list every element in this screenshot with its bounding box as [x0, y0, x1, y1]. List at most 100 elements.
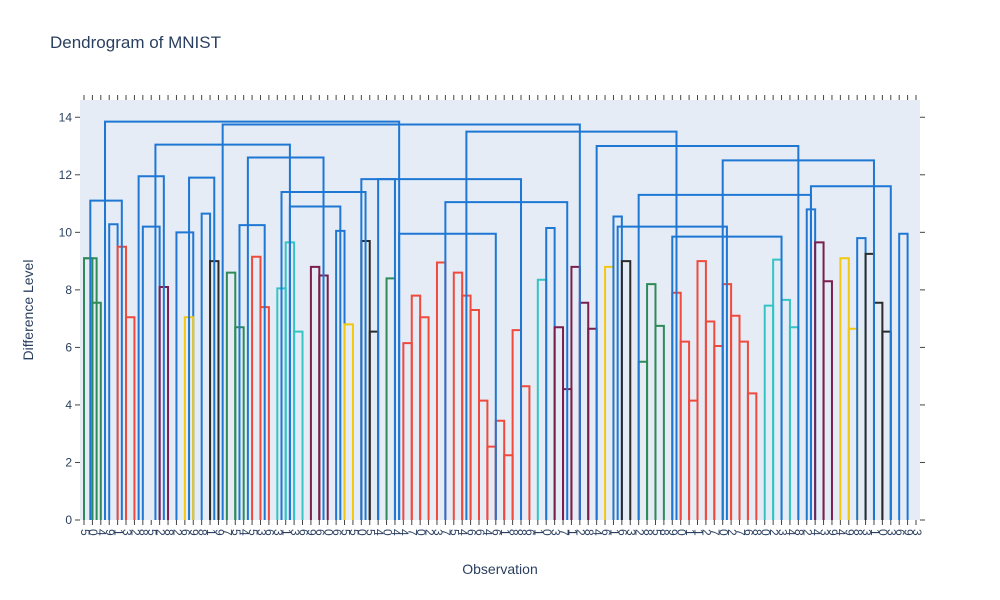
leaf-label: 3 [624, 529, 638, 536]
leaf-label: 9 [843, 529, 857, 536]
leaf-label: 6 [616, 529, 630, 536]
leaf-label: 1 [691, 529, 705, 536]
cluster-link [898, 232, 909, 520]
leaf-label: 3 [548, 529, 562, 536]
leaf-label: 6 [296, 529, 310, 536]
leaf-label: 6 [330, 529, 344, 536]
leaf-label: 8 [162, 529, 176, 536]
leaf-label: 7 [439, 529, 453, 536]
leaf-label: 0 [380, 529, 394, 536]
leaf-label: 3 [120, 529, 134, 536]
y-axis-title: Difference Level [20, 260, 36, 361]
leaf-label: 0 [717, 529, 731, 536]
cluster-link [654, 324, 665, 520]
upper-link [595, 145, 800, 520]
leaf-label: 6 [473, 529, 487, 536]
leaf-label: 1 [683, 529, 697, 536]
leaf-label: 3 [271, 529, 285, 536]
leaf-label: 8 [195, 529, 209, 536]
leaf-label: 4 [834, 529, 848, 536]
cluster-link [822, 280, 833, 520]
cluster-link [125, 316, 136, 520]
dendrogram-links [83, 120, 909, 520]
leaf-label: 2 [801, 529, 815, 536]
y-tick-label: 6 [65, 340, 72, 354]
y-tick-label: 12 [59, 168, 73, 182]
leaf-label: 7 [733, 529, 747, 536]
upper-link [465, 130, 678, 520]
leaf-label: 2 [170, 529, 184, 536]
x-axis-title: Observation [462, 561, 537, 577]
leaf-label: 2 [128, 529, 142, 536]
upper-link [221, 123, 581, 520]
leaf-label: 3 [885, 529, 899, 536]
y-tick-label: 2 [65, 455, 72, 469]
upper-link [188, 176, 216, 520]
leaf-label: 1 [111, 529, 125, 536]
leaf-labels: 5049132852826981975453631369606550540447… [78, 529, 924, 536]
leaf-label: 7 [557, 529, 571, 536]
leaf-label: 3 [288, 529, 302, 536]
leaf-label: 8 [137, 529, 151, 536]
leaf-label: 0 [322, 529, 336, 536]
upper-link [137, 175, 165, 520]
leaf-label: 5 [78, 529, 92, 536]
leaf-label: 2 [574, 529, 588, 536]
y-tick-label: 8 [65, 283, 72, 297]
y-tick-label: 14 [59, 110, 73, 124]
leaf-label: 1 [607, 529, 621, 536]
leaf-label: 3 [859, 529, 873, 536]
leaf-label: 0 [414, 529, 428, 536]
leaf-label: 0 [876, 529, 890, 536]
leaf-label: 9 [901, 529, 915, 536]
y-tick-label: 10 [59, 225, 73, 239]
leaf-label: 8 [658, 529, 672, 536]
leaf-label: 5 [246, 529, 260, 536]
leaf-label: 2 [422, 529, 436, 536]
leaf-label: 8 [851, 529, 865, 536]
leaf-label: 5 [347, 529, 361, 536]
leaf-label: 3 [817, 529, 831, 536]
leaf-label: 0 [355, 529, 369, 536]
leaf-label: 5 [364, 529, 378, 536]
leaf-label: 2 [700, 529, 714, 536]
leaf-label: 2 [767, 529, 781, 536]
leaf-label: 7 [708, 529, 722, 536]
leaf-label: 0 [675, 529, 689, 536]
leaf-label: 1 [868, 529, 882, 536]
leaf-label: 4 [372, 529, 386, 536]
leaf-label: 3 [431, 529, 445, 536]
leaf-label: 2 [153, 529, 167, 536]
leaf-label: 6 [523, 529, 537, 536]
leaf-label: 9 [187, 529, 201, 536]
leaf-label: 1 [280, 529, 294, 536]
leaf-label: 9 [212, 529, 226, 536]
y-axis: 0 2 4 6 8 10 12 14 [59, 110, 925, 527]
leaf-label: 9 [305, 529, 319, 536]
x-axis [83, 95, 917, 525]
cluster-link [419, 316, 430, 520]
leaf-label: 4 [784, 529, 798, 536]
leaf-label: 6 [464, 529, 478, 536]
upper-link [89, 199, 123, 520]
leaf-label: 4 [389, 529, 403, 536]
leaf-label: 5 [649, 529, 663, 536]
leaf-label: 6 [599, 529, 613, 536]
chart-title: Dendrogram of MNIST [50, 33, 221, 52]
leaf-label: 6 [313, 529, 327, 536]
leaf-label: 6 [179, 529, 193, 536]
leaf-label: 3 [910, 529, 924, 536]
leaf-label: 8 [582, 529, 596, 536]
leaf-label: 0 [86, 529, 100, 536]
y-tick-label: 0 [65, 513, 72, 527]
leaf-label: 6 [490, 529, 504, 536]
leaf-label: 4 [456, 529, 470, 536]
leaf-label: 8 [792, 529, 806, 536]
leaf-label: 9 [826, 529, 840, 536]
upper-link [238, 224, 266, 520]
leaf-label: 4 [590, 529, 604, 536]
upper-link [444, 201, 569, 520]
leaf-label: 6 [893, 529, 907, 536]
leaf-label: 5 [145, 529, 159, 536]
